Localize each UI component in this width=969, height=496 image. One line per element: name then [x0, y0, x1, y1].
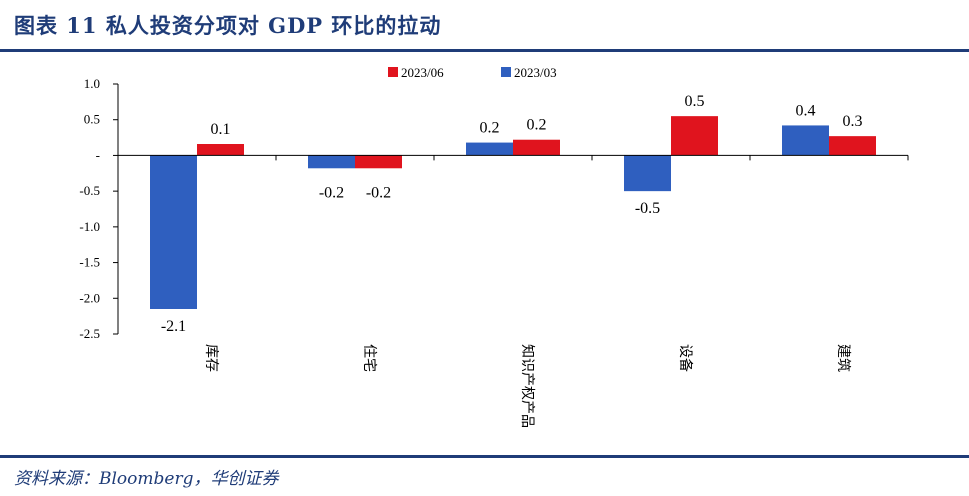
bar-2023-03-2	[308, 155, 355, 169]
legend-label: 2023/03	[514, 65, 557, 80]
y-tick-label: 1.0	[84, 76, 100, 91]
title-divider	[0, 49, 969, 52]
footer-divider	[0, 455, 969, 458]
bar-2023-03-4	[624, 155, 671, 192]
y-tick-label: -0.5	[79, 183, 100, 198]
data-label: -0.2	[366, 184, 391, 201]
category-label: 住宅	[361, 344, 377, 372]
legend-swatch	[501, 67, 511, 77]
data-label: 0.2	[480, 120, 500, 137]
y-tick-label: -1.5	[79, 255, 100, 270]
legend: 2023/06 2023/03	[388, 65, 557, 80]
data-labels: -2.1 0.1 -0.2 -0.2 0.2 0.2 -0.5 0.5 0.4 0.3	[161, 93, 863, 335]
legend-swatch	[388, 67, 398, 77]
data-label: -0.2	[319, 184, 344, 201]
category-label: 设备	[677, 344, 694, 372]
page-title: 图表 11 私人投资分项对 GDP 环比的拉动	[14, 13, 442, 38]
bar-2023-03-5	[782, 125, 829, 156]
y-axis: 1.0 0.5 - -0.5 -1.0 -1.5 -2.0 -2.5	[79, 76, 119, 341]
data-label: -2.1	[161, 318, 186, 335]
y-tick-label: -	[96, 147, 100, 162]
bar-2023-06-4	[671, 116, 718, 156]
bar-2023-06-2	[355, 155, 402, 169]
bar-2023-06-3	[513, 139, 560, 156]
category-labels: 库存 住宅 知识产权产品 设备 建筑	[203, 344, 851, 428]
y-tick-label: 0.5	[84, 112, 100, 127]
category-label: 建筑	[835, 344, 851, 372]
data-label: 0.3	[843, 113, 863, 130]
source-note: 资料来源：Bloomberg，华创证券	[14, 469, 279, 489]
y-tick-label: -2.5	[79, 326, 100, 341]
bar-2023-06-5	[829, 136, 876, 156]
data-label: 0.1	[211, 121, 231, 138]
bar-2023-03-3	[466, 142, 513, 156]
bar-2023-06-1	[197, 144, 244, 156]
data-label: -0.5	[635, 200, 660, 217]
legend-label: 2023/06	[401, 65, 444, 80]
category-label: 库存	[203, 344, 219, 372]
title-bar: 图表 11 私人投资分项对 GDP 环比的拉动	[0, 0, 969, 52]
data-label: 0.4	[796, 102, 816, 119]
bar-2023-03-1	[150, 155, 197, 309]
bars	[150, 116, 876, 309]
data-label: 0.2	[527, 117, 547, 134]
bar-chart: 2023/06 2023/03 1.0 0.5 - -0.5 -1.0 -1.5 -2.0 -2…	[79, 65, 909, 428]
y-tick-label: -1.0	[79, 219, 100, 234]
x-axis	[117, 154, 909, 161]
y-tick-label: -2.0	[79, 290, 100, 305]
data-label: 0.5	[685, 93, 705, 110]
category-label: 知识产权产品	[519, 344, 536, 428]
